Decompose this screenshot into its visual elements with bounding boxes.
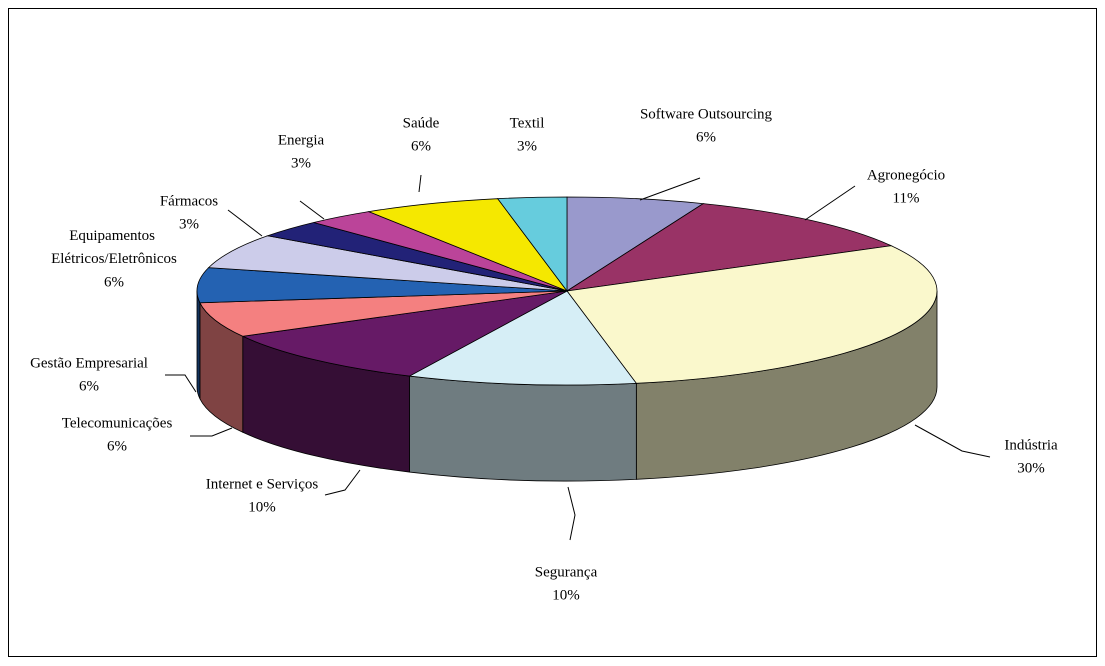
slice-label: Textil [510,115,545,131]
slice-label: Equipamentos Elétricos/Eletrônicos [51,228,177,267]
leader-line [190,427,233,437]
slice [566,196,705,292]
leader-line [639,177,701,201]
leader-line [299,200,325,220]
leader-line [165,374,197,393]
slice-label: Fármacos [160,193,218,209]
slice-value-label: 3% [179,216,199,232]
slice-label: Saúde [403,115,440,131]
label-line: Elétricos/Eletrônicos [51,251,177,267]
leader-line [324,469,361,496]
slice-value-label: 6% [107,438,127,454]
label-line: Equipamentos [69,228,159,244]
slice-side [409,375,637,482]
slice-value-label: 10% [248,499,276,515]
leader-line [227,209,263,237]
slice-value-label: 30% [1017,460,1045,476]
slice [199,290,568,337]
slice [207,235,568,292]
slice [196,267,568,304]
leader-line [567,486,576,541]
slice [367,198,569,292]
slice-value-label: 10% [552,587,580,603]
slice-value-label: 6% [411,138,431,154]
leader-line [418,174,422,193]
slice [241,290,568,377]
slice [566,203,893,292]
slice-value-label: 6% [104,274,124,290]
slice-label: Software Outsourcing [640,106,773,122]
slice [496,196,568,293]
slice-label: Segurança [535,564,598,580]
slice [566,245,938,384]
leader-line [804,185,856,221]
slice [408,290,638,386]
slice-label: Indústria [1004,437,1058,453]
slice-label: Agronegócio [867,167,945,183]
slice-value-label: 3% [291,155,311,171]
slice-label: Gestão Empresarial [30,355,148,371]
slice-value-label: 6% [696,129,716,145]
slice-value-label: 11% [893,190,920,206]
slice-side [196,290,201,399]
slice-label: Telecomunicações [62,415,173,431]
slice-label: Energia [278,132,325,148]
slice-value-label: 6% [79,378,99,394]
slice-label: Internet e Serviços [206,476,319,492]
leader-line [914,424,991,458]
slice-value-label: 3% [517,138,537,154]
